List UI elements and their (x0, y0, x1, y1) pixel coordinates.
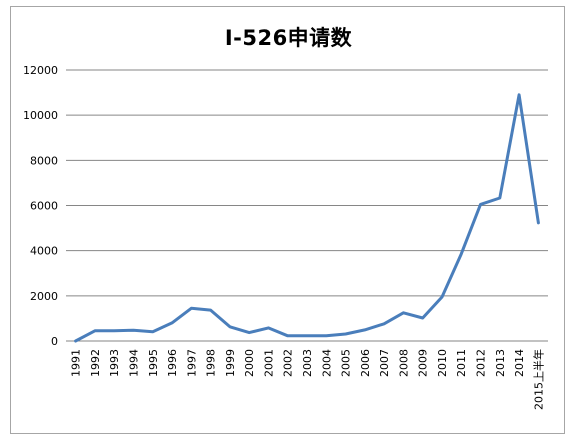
chart-title: I-526申请数 (224, 26, 353, 50)
y-tick-labels: 0 2000 4000 6000 8000 10000 12000 (23, 64, 58, 348)
x-tick-label: 2008 (397, 349, 410, 377)
x-tick-label: 1994 (127, 349, 140, 377)
y-tick-label: 4000 (30, 245, 58, 258)
series-line (74, 93, 540, 343)
y-tick-label: 2000 (30, 290, 58, 303)
x-tick-label: 2015上半年 (531, 349, 545, 410)
x-tick-label: 1993 (108, 349, 121, 377)
y-tick-label: 8000 (30, 154, 58, 167)
x-tick-label: 1997 (185, 349, 198, 377)
x-tick-label: 2006 (359, 349, 372, 377)
x-tick-label: 2004 (320, 349, 333, 377)
x-tick-label: 2007 (378, 349, 391, 377)
x-tick-label: 2014 (513, 349, 526, 377)
x-tick-label: 2002 (282, 349, 295, 377)
y-gridlines (66, 69, 548, 297)
x-tick-label: 1996 (166, 349, 179, 377)
x-tick-label: 2010 (436, 349, 449, 377)
x-tick-label: 2001 (262, 349, 275, 377)
x-tick-labels: 1991 1992 1993 1994 1995 1996 1997 1998 1999 2000… (70, 349, 546, 410)
x-tick-label: 2003 (301, 349, 314, 377)
x-tick-label: 1992 (89, 349, 102, 377)
x-tick-label: 2012 (475, 349, 488, 377)
x-tick-label: 2009 (417, 349, 430, 377)
x-tick-label: 1995 (147, 349, 160, 377)
x-tick-label: 2013 (494, 349, 507, 377)
y-tick-label: 6000 (30, 200, 58, 213)
x-tick-label: 1991 (70, 349, 83, 377)
x-tick-label: 2011 (455, 349, 468, 377)
y-tick-label: 10000 (23, 109, 58, 122)
x-tick-label: 1999 (224, 349, 237, 377)
x-tick-label: 2005 (340, 349, 353, 377)
x-tick-label: 2000 (243, 349, 256, 377)
x-tick-label: 1998 (205, 349, 218, 377)
y-tick-label: 12000 (23, 64, 58, 77)
y-tick-label: 0 (51, 335, 58, 348)
chart-frame (10, 6, 565, 434)
